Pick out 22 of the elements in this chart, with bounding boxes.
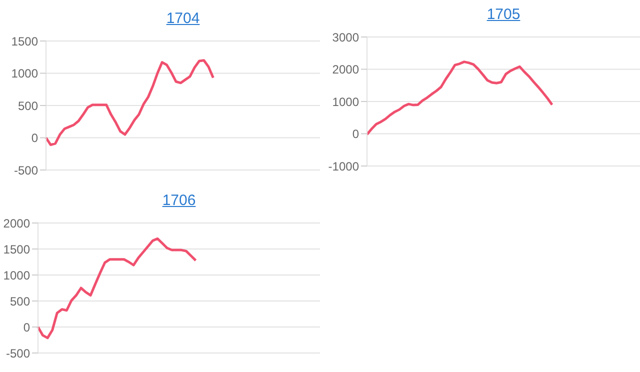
y-tick-label: 0 [31,131,38,146]
y-tick-label: 500 [18,98,38,113]
y-tick-label: 1500 [3,242,30,256]
y-tick-label: 3000 [332,30,360,44]
chart-title: 1706 [162,192,196,209]
y-tick-label: -500 [6,346,30,360]
line-series [366,60,554,136]
chart-title: 1704 [166,10,200,27]
y-tick-label: -500 [14,163,38,178]
y-tick-label: 0 [23,320,30,334]
line-series [36,237,197,340]
y-tick-label: 2000 [332,62,360,77]
y-tick-label: 0 [352,127,360,142]
y-tick-label: 1000 [332,94,360,109]
y-tick-label: 500 [10,294,30,308]
y-tick-label: -1000 [328,159,360,174]
y-tick-label: 2000 [3,216,30,230]
y-tick-label: 1500 [11,34,38,48]
chart-title: 1705 [486,6,520,23]
y-tick-label: 1000 [11,66,38,81]
line-series [44,59,214,146]
y-tick-label: 1000 [3,268,30,282]
